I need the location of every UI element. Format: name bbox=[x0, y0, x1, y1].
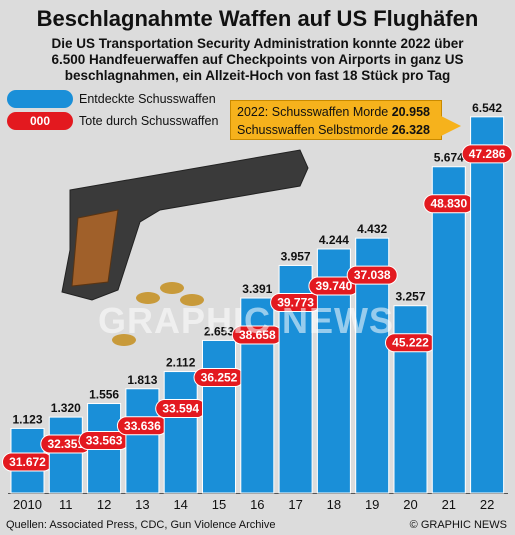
deaths-value-label: 32.351 bbox=[47, 437, 84, 451]
firearms-bar bbox=[163, 371, 198, 494]
deaths-value-label: 47.286 bbox=[469, 147, 506, 161]
deaths-value-label: 33.636 bbox=[124, 419, 161, 433]
x-tick-label: 17 bbox=[288, 497, 302, 512]
deaths-value-label: 31.672 bbox=[9, 455, 46, 469]
firearms-bar bbox=[48, 416, 83, 494]
legend-deaths: 000 Tote durch Schusswaffen bbox=[7, 111, 218, 131]
x-tick-label: 11 bbox=[59, 497, 73, 512]
deaths-value-label: 38.658 bbox=[239, 328, 276, 342]
legend-firearms: Entdeckte Schusswaffen bbox=[7, 89, 216, 109]
firearms-value-label: 1.556 bbox=[89, 388, 119, 402]
deaths-pill bbox=[346, 265, 398, 285]
subtitle-line-3: beschlagnahmen, ein Allzeit-Hoch von fas… bbox=[64, 68, 451, 83]
firearms-value-label: 4.244 bbox=[319, 233, 349, 247]
x-tick-label: 21 bbox=[442, 497, 456, 512]
deaths-value-label: 33.594 bbox=[162, 402, 199, 416]
pistol-grip bbox=[71, 209, 119, 287]
subtitle-line-2: 6.500 Handfeuerwaffen auf Checkpoints vo… bbox=[51, 52, 464, 67]
firearms-bar bbox=[470, 116, 505, 494]
firearms-value-label: 1.320 bbox=[51, 401, 81, 415]
firearms-value-label: 1.813 bbox=[127, 373, 157, 387]
callout-arrow bbox=[441, 116, 461, 136]
deaths-value-label: 37.038 bbox=[354, 268, 391, 282]
firearms-value-label: 4.432 bbox=[357, 222, 387, 236]
firearms-bar bbox=[125, 388, 160, 494]
callout-suicides-value: 26.328 bbox=[391, 123, 430, 137]
firearms-value-label: 2.112 bbox=[166, 356, 196, 370]
firearms-bar bbox=[431, 166, 466, 494]
firearms-value-label: 5.674 bbox=[434, 151, 464, 165]
firearms-value-label: 2.653 bbox=[204, 324, 234, 338]
legend-deaths-label: Tote durch Schusswaffen bbox=[79, 114, 219, 128]
callout-box: 2022: Schusswaffen Morde 20.958 Schusswa… bbox=[230, 100, 442, 140]
firearms-bar bbox=[202, 339, 236, 494]
firearms-value-label: 6.542 bbox=[472, 101, 502, 115]
x-tick-label: 12 bbox=[97, 497, 111, 512]
subtitle-line-1: Die US Transportation Security Administr… bbox=[51, 36, 464, 51]
callout-line-1-prefix: 2022: Schusswaffen Morde bbox=[237, 105, 392, 119]
callout-line-2: Schusswaffen Selbstmorde 26.328 bbox=[237, 121, 435, 139]
deaths-pill bbox=[461, 144, 513, 164]
x-tick-label: 20 bbox=[403, 497, 417, 512]
deaths-value-label: 39.773 bbox=[277, 295, 314, 309]
footer-brand: © GRAPHIC NEWS bbox=[409, 519, 507, 531]
chart-title: Beschlagnahmte Waffen auf US Flughäfen bbox=[36, 6, 479, 31]
x-tick-label: 22 bbox=[480, 497, 494, 512]
callout-line-2-prefix: Schusswaffen Selbstmorde bbox=[237, 123, 392, 137]
firearms-value-label: 1.123 bbox=[12, 412, 42, 426]
bullet-shape bbox=[180, 294, 204, 306]
x-tick-label: 16 bbox=[250, 497, 264, 512]
x-tick-label: 19 bbox=[365, 497, 379, 512]
watermark: GRAPHIC NEWS bbox=[98, 300, 395, 341]
legend-firearms-swatch bbox=[7, 90, 73, 108]
firearms-value-label: 3.957 bbox=[281, 249, 311, 263]
callout-murders-value: 20.958 bbox=[391, 105, 430, 119]
legend-deaths-swatch: 000 bbox=[7, 112, 73, 130]
deaths-value-label: 48.830 bbox=[430, 197, 467, 211]
callout-line-1: 2022: Schusswaffen Morde 20.958 bbox=[237, 103, 435, 121]
x-tick-label: 2010 bbox=[13, 497, 42, 512]
x-tick-label: 15 bbox=[212, 497, 226, 512]
x-tick-label: 13 bbox=[135, 497, 149, 512]
footer-source: Quellen: Associated Press, CDC, Gun Viol… bbox=[6, 519, 276, 531]
bullet-shape bbox=[136, 292, 160, 304]
deaths-value-label: 45.222 bbox=[392, 336, 429, 350]
deaths-value-label: 36.252 bbox=[201, 370, 238, 384]
chart-subtitle: Die US Transportation Security Administr… bbox=[20, 36, 495, 84]
firearms-value-label: 3.257 bbox=[395, 290, 425, 304]
bullet-shape bbox=[112, 334, 136, 346]
legend-firearms-label: Entdeckte Schusswaffen bbox=[79, 92, 216, 106]
x-tick-label: 14 bbox=[173, 497, 187, 512]
pistol-illustration bbox=[61, 149, 309, 346]
x-tick-label: 18 bbox=[327, 497, 341, 512]
pistol-body bbox=[61, 149, 309, 301]
deaths-value-label: 33.563 bbox=[86, 434, 123, 448]
bullet-shape bbox=[160, 282, 184, 294]
deaths-value-label: 39.740 bbox=[316, 279, 353, 293]
firearms-value-label: 3.391 bbox=[242, 282, 272, 296]
